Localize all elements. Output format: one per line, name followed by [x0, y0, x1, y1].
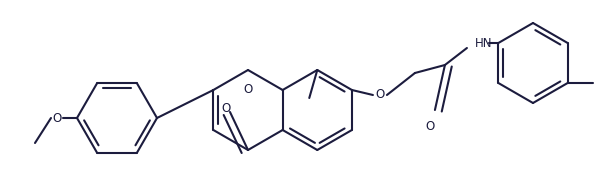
- Text: O: O: [243, 83, 253, 96]
- Text: O: O: [221, 102, 231, 115]
- Text: HN: HN: [475, 36, 492, 50]
- Text: O: O: [375, 88, 385, 102]
- Text: O: O: [425, 120, 434, 133]
- Text: O: O: [53, 112, 62, 125]
